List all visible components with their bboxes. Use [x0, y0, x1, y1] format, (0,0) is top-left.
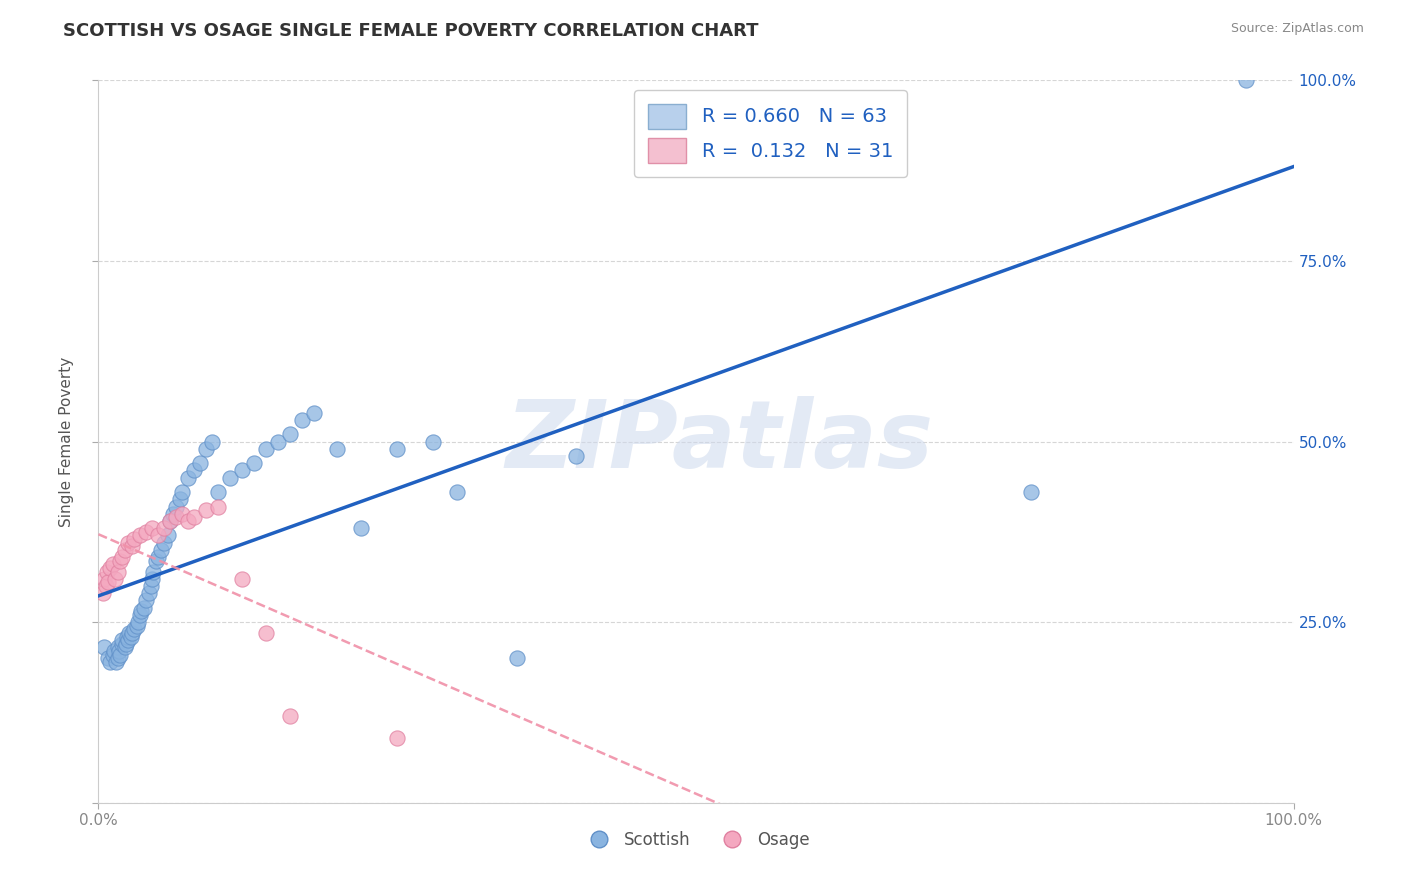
Text: SCOTTISH VS OSAGE SINGLE FEMALE POVERTY CORRELATION CHART: SCOTTISH VS OSAGE SINGLE FEMALE POVERTY … — [63, 22, 759, 40]
Point — [207, 500, 229, 514]
Text: Source: ZipAtlas.com: Source: ZipAtlas.com — [1230, 22, 1364, 36]
Point — [131, 604, 153, 618]
Point — [254, 442, 277, 456]
Point — [207, 485, 229, 500]
Point — [94, 579, 117, 593]
Point — [422, 434, 444, 449]
Point — [141, 572, 163, 586]
Point — [267, 434, 290, 449]
Point — [101, 648, 124, 662]
Point — [141, 521, 163, 535]
Point — [98, 561, 122, 575]
Point — [121, 539, 143, 553]
Point — [177, 514, 200, 528]
Point — [129, 528, 152, 542]
Point — [159, 514, 181, 528]
Point — [91, 586, 114, 600]
Point — [132, 600, 155, 615]
Point — [104, 572, 127, 586]
Point — [278, 709, 301, 723]
Point — [231, 572, 253, 586]
Point — [121, 626, 143, 640]
Point — [219, 470, 242, 484]
Point — [98, 655, 122, 669]
Point — [111, 550, 134, 565]
Point — [105, 655, 128, 669]
Point — [153, 535, 176, 549]
Point — [506, 651, 529, 665]
Point — [201, 434, 224, 449]
Point — [139, 579, 162, 593]
Point — [149, 542, 172, 557]
Point — [302, 406, 325, 420]
Point — [124, 623, 146, 637]
Point — [108, 648, 131, 662]
Point — [145, 554, 167, 568]
Point — [114, 542, 136, 557]
Point — [148, 550, 170, 565]
Point — [124, 532, 146, 546]
Point — [446, 485, 468, 500]
Point — [165, 510, 187, 524]
Point — [97, 651, 120, 665]
Point — [385, 442, 409, 456]
Point — [93, 572, 115, 586]
Point — [326, 442, 349, 456]
Point — [195, 442, 218, 456]
Point — [135, 524, 157, 539]
Point — [148, 528, 170, 542]
Point — [117, 535, 139, 549]
Point — [231, 463, 253, 477]
Point — [107, 651, 129, 665]
Point — [138, 586, 160, 600]
Point — [115, 637, 138, 651]
Point — [97, 575, 120, 590]
Point — [183, 510, 205, 524]
Point — [243, 456, 266, 470]
Point — [153, 521, 176, 535]
Point — [291, 413, 314, 427]
Point — [156, 528, 179, 542]
Point — [118, 626, 141, 640]
Point — [107, 644, 129, 658]
Point — [108, 554, 131, 568]
Point — [120, 630, 142, 644]
Point — [1234, 73, 1257, 87]
Point — [93, 640, 115, 655]
Text: ZIPatlas: ZIPatlas — [506, 395, 934, 488]
Point — [165, 500, 187, 514]
Point — [127, 615, 149, 630]
Point — [385, 731, 409, 745]
Point — [114, 640, 136, 655]
Point — [159, 514, 181, 528]
Point — [177, 470, 200, 484]
Point — [350, 521, 373, 535]
Point — [111, 637, 134, 651]
Y-axis label: Single Female Poverty: Single Female Poverty — [59, 357, 75, 526]
Point — [129, 607, 152, 622]
Point — [101, 558, 124, 572]
Point — [142, 565, 165, 579]
Point — [162, 507, 184, 521]
Point — [195, 503, 218, 517]
Point — [188, 456, 211, 470]
Point — [183, 463, 205, 477]
Point — [103, 644, 125, 658]
Point — [107, 565, 129, 579]
Point — [107, 640, 129, 655]
Point — [565, 449, 588, 463]
Point — [169, 492, 191, 507]
Point — [135, 593, 157, 607]
Point — [125, 619, 148, 633]
Point — [96, 565, 118, 579]
Point — [254, 626, 277, 640]
Point — [172, 507, 194, 521]
Point — [111, 633, 134, 648]
Point — [1019, 485, 1042, 500]
Point — [172, 485, 194, 500]
Legend: Scottish, Osage: Scottish, Osage — [575, 824, 817, 856]
Point — [117, 633, 139, 648]
Point — [278, 427, 301, 442]
Point — [115, 630, 138, 644]
